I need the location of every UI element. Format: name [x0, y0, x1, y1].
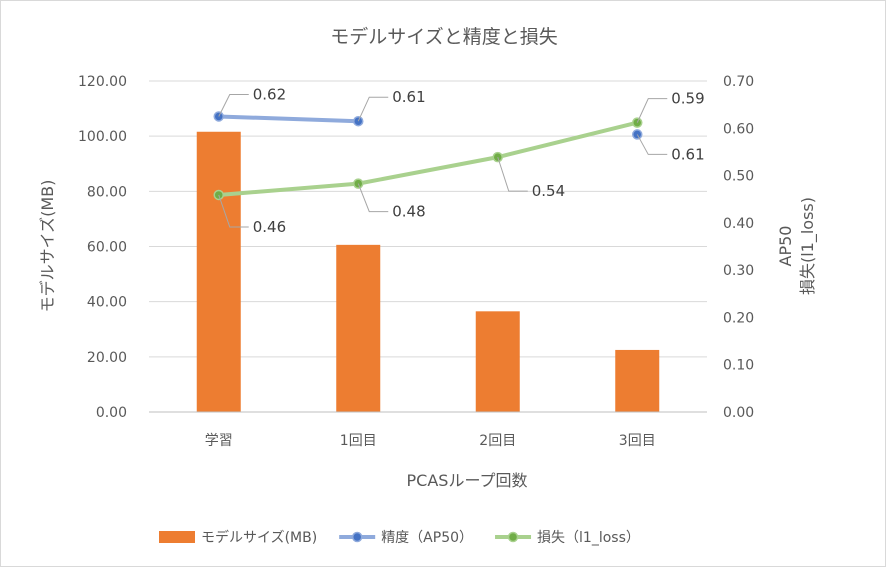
leader-line — [357, 96, 389, 122]
x-tick-label: 2回目 — [479, 433, 516, 449]
chart-title: モデルサイズと精度と損失 — [330, 26, 557, 48]
leader-line — [636, 134, 668, 155]
y-tick-label: 20.00 — [87, 350, 127, 366]
data-label: 0.62 — [253, 85, 286, 103]
leader-line — [497, 156, 528, 192]
legend-swatch-bar — [159, 531, 195, 543]
y-axis-title: モデルサイズ(MB) — [38, 180, 57, 313]
y-tick-label: 0.00 — [96, 405, 127, 421]
data-label: 0.59 — [671, 90, 704, 108]
y2-tick-label: 0.60 — [723, 121, 754, 137]
y2-tick-label: 0.30 — [723, 263, 754, 279]
line-series — [213, 111, 643, 201]
y2-axis-title-line2: 損失(l1_loss) — [798, 197, 818, 295]
x-tick-label: 3回目 — [619, 433, 656, 449]
y2-tick-label: 0.20 — [723, 310, 754, 326]
y2-tick-label: 0.40 — [723, 216, 754, 232]
y2-axis-title-line1: AP50 — [776, 226, 795, 267]
bar — [475, 311, 520, 412]
legend-label: モデルサイズ(MB) — [201, 529, 317, 546]
y-tick-label: 60.00 — [87, 240, 127, 256]
y-tick-label: 80.00 — [87, 184, 127, 200]
leader-line — [218, 93, 249, 117]
legend-label: 精度（AP50） — [381, 530, 473, 546]
bar — [336, 244, 381, 412]
axes: 0.00 20.00 40.00 60.00 80.00 100.00 120.00 0.00… — [78, 74, 754, 449]
y-tick-label: 120.00 — [78, 74, 127, 90]
data-label: 0.54 — [532, 182, 565, 200]
x-tick-label: 1回目 — [340, 433, 377, 449]
bar — [196, 131, 241, 412]
leader-line — [636, 98, 668, 123]
series-line — [216, 114, 361, 124]
y2-tick-label: 0.10 — [723, 358, 754, 374]
y2-tick-label: 0.00 — [723, 405, 754, 421]
legend-label: 損失（l1_loss） — [537, 530, 640, 546]
bar-series — [196, 131, 660, 412]
y-tick-label: 40.00 — [87, 295, 127, 311]
legend-swatch-marker — [351, 531, 363, 543]
y2-tick-label: 0.70 — [723, 74, 754, 90]
series-line — [356, 155, 500, 186]
series-line — [216, 181, 361, 197]
data-labels: 0.62 0.61 0.61 0.46 0.48 0.54 0.59 — [218, 85, 705, 236]
y2-tick-label: 0.50 — [723, 169, 754, 185]
leader-line — [357, 183, 389, 213]
bar — [615, 349, 660, 412]
x-tick-label: 学習 — [205, 433, 233, 449]
leader-line — [218, 194, 249, 228]
x-axis-title: PCASループ回数 — [407, 471, 528, 490]
y-tick-label: 100.00 — [78, 129, 127, 145]
data-label: 0.61 — [392, 88, 425, 106]
data-label: 0.48 — [392, 203, 425, 221]
data-label: 0.61 — [671, 145, 704, 163]
series-line — [495, 120, 640, 160]
legend-swatch-marker — [507, 531, 519, 543]
legend: モデルサイズ(MB) 精度（AP50） 損失（l1_loss） — [159, 529, 640, 546]
data-label: 0.46 — [253, 218, 286, 236]
